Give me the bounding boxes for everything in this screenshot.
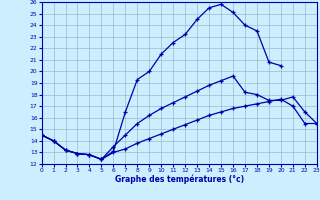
X-axis label: Graphe des températures (°c): Graphe des températures (°c) bbox=[115, 175, 244, 184]
